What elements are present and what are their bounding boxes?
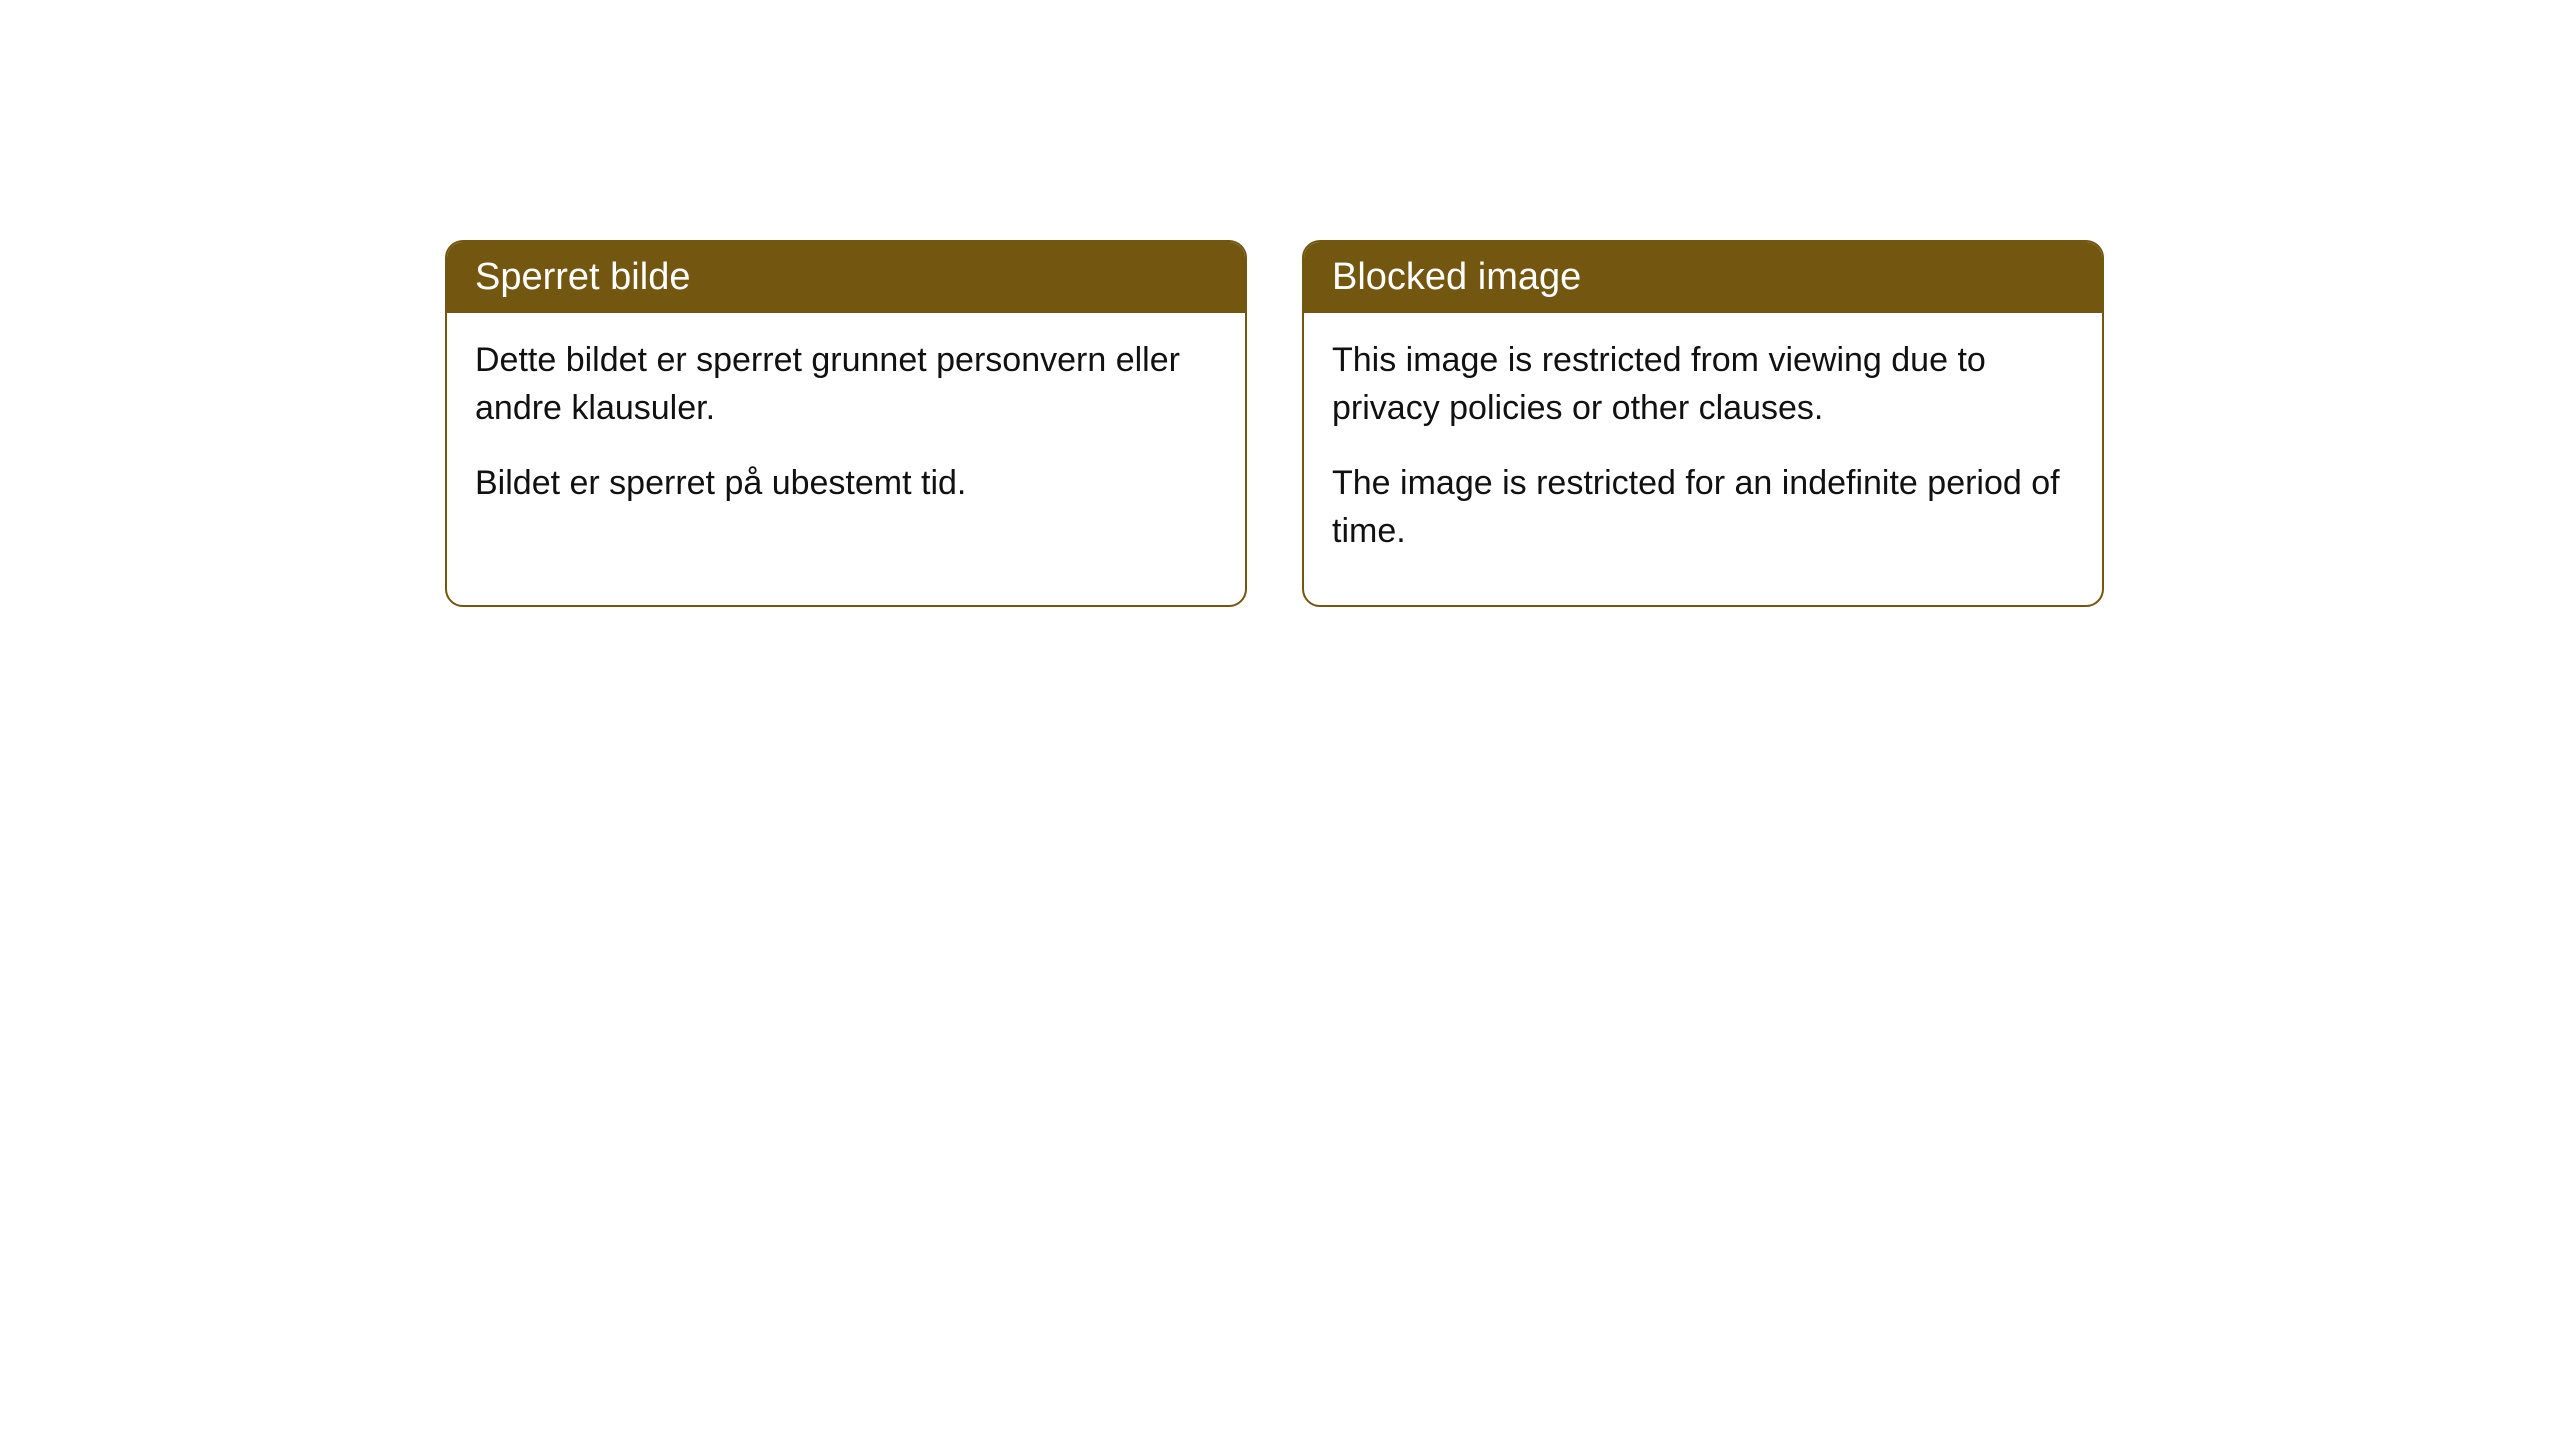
- card-text-english-p2: The image is restricted for an indefinit…: [1332, 460, 2074, 555]
- card-text-norwegian-p2: Bildet er sperret på ubestemt tid.: [475, 460, 1217, 508]
- card-text-english-p1: This image is restricted from viewing du…: [1332, 337, 2074, 432]
- notice-cards-container: Sperret bilde Dette bildet er sperret gr…: [445, 240, 2560, 607]
- notice-card-english: Blocked image This image is restricted f…: [1302, 240, 2104, 607]
- card-text-norwegian-p1: Dette bildet er sperret grunnet personve…: [475, 337, 1217, 432]
- card-header-english: Blocked image: [1304, 242, 2102, 313]
- notice-card-norwegian: Sperret bilde Dette bildet er sperret gr…: [445, 240, 1247, 607]
- card-body-norwegian: Dette bildet er sperret grunnet personve…: [447, 313, 1245, 558]
- card-header-norwegian: Sperret bilde: [447, 242, 1245, 313]
- card-title-norwegian: Sperret bilde: [475, 256, 690, 298]
- card-title-english: Blocked image: [1332, 256, 1581, 298]
- card-body-english: This image is restricted from viewing du…: [1304, 313, 2102, 605]
